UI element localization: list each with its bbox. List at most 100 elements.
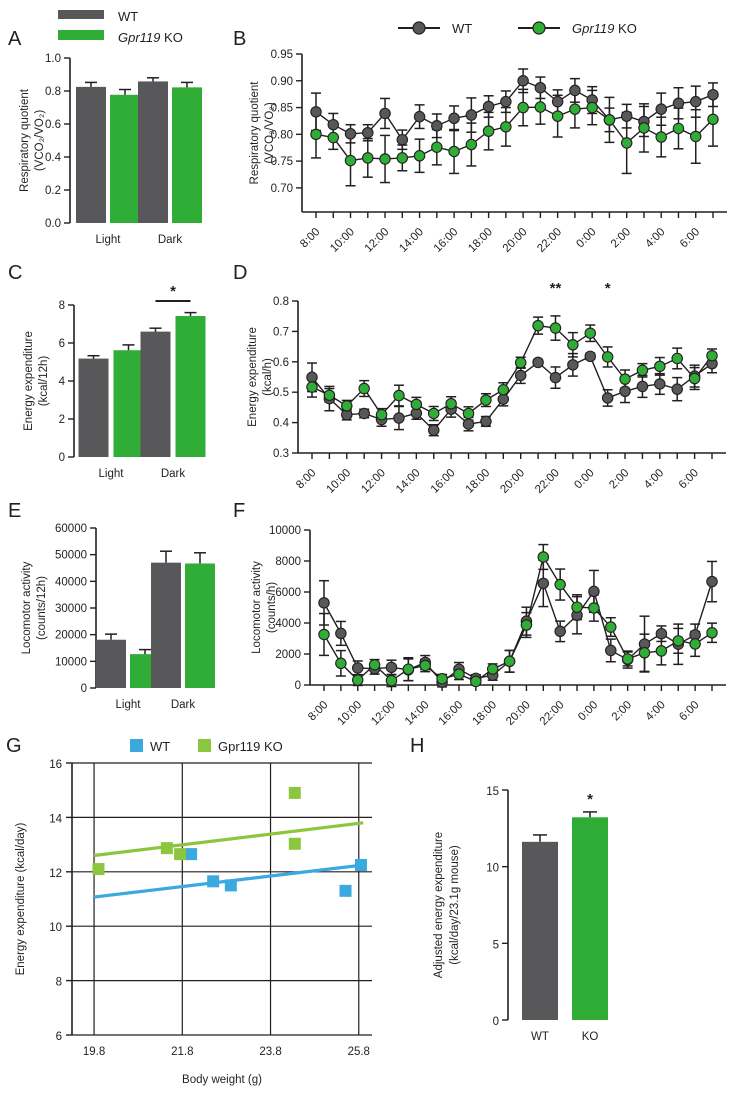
y-tick-label: 6: [56, 1031, 62, 1043]
data-point-wt: [500, 95, 512, 108]
x-tick-label: 8:00: [306, 699, 330, 723]
bar-dark-wt: [151, 562, 181, 688]
x-tick-label-group: 18:00: [466, 226, 495, 255]
data-point-wt: [569, 84, 581, 97]
data-point-wt: [517, 75, 529, 87]
data-point-wt: [605, 644, 617, 657]
y-tick-label: 10: [49, 922, 62, 934]
panel-e-chart: 0 10000 20000 30000 40000 50000 60000 Locomotor…: [21, 523, 215, 711]
x-tick-label-group: 8:00: [306, 699, 330, 723]
data-point-ko: [672, 122, 685, 135]
data-point-ko: [569, 103, 581, 115]
y-tick-label: 6: [59, 338, 65, 350]
x-tick-label: 22:00: [535, 226, 564, 255]
x-tick-label-group: 6:00: [677, 699, 701, 723]
data-point-ko: [671, 352, 683, 365]
data-point-ko: [419, 659, 431, 672]
data-point-ko: [706, 627, 718, 639]
data-point-ko: [551, 110, 564, 122]
x-tick-label-group: 0:00: [572, 467, 596, 491]
y-tick-label: 6000: [275, 587, 301, 599]
y-tick-label: 14: [49, 813, 62, 825]
x-tick-label-group: 10:00: [324, 467, 353, 496]
panel-letter-c: C: [8, 262, 23, 284]
category-label-dark: Dark: [158, 234, 183, 246]
y-tick-label: 40000: [55, 576, 87, 588]
category-label-light: Light: [99, 468, 125, 480]
x-tick-label-group: 6:00: [678, 226, 702, 250]
y-tick-label: 8000: [275, 556, 301, 568]
x-tick-label: 0:00: [574, 226, 598, 250]
y-tick-label: 0.6: [273, 357, 289, 369]
scatter-point-ko: [288, 837, 301, 850]
data-point-wt: [588, 585, 600, 598]
data-point-wt: [601, 392, 614, 404]
data-point-ko: [402, 663, 415, 675]
x-tick-label: 6:00: [677, 699, 701, 723]
data-point-ko: [453, 668, 465, 680]
legend-label-wt: WT: [150, 739, 170, 754]
y-tick-label: 0.5: [273, 387, 289, 399]
x-tick-label: 6:00: [677, 467, 701, 491]
data-point-ko: [486, 663, 499, 675]
x-tick-label-group: 12:00: [369, 699, 398, 728]
data-point-ko: [368, 659, 381, 671]
y-tick-label: 10000: [269, 525, 301, 537]
legend-label-wt: WT: [118, 9, 138, 24]
series-line-ko: [323, 555, 713, 683]
y-tick-label: 0: [81, 683, 87, 695]
y-tick-label: 10: [486, 863, 499, 875]
category-label-wt: WT: [531, 1031, 549, 1043]
data-point-wt: [549, 371, 562, 384]
data-point-wt: [551, 95, 564, 108]
data-point-wt: [379, 107, 391, 120]
y-tick-label: 8: [59, 300, 65, 312]
x-tick-label-group: 2:00: [610, 699, 634, 723]
x-tick-label: 2:00: [607, 467, 631, 491]
data-point-ko: [318, 628, 330, 641]
y-tick-label: 0.70: [271, 183, 293, 195]
x-tick-label-group: 2:00: [609, 226, 633, 250]
y-tick-label: 50000: [55, 550, 87, 562]
significance-marker: *: [170, 283, 176, 300]
y-tick-label: 2000: [275, 649, 301, 661]
data-point-ko: [445, 398, 457, 410]
x-tick-label: 10:00: [328, 226, 357, 255]
x-tick-label: 4:00: [642, 467, 666, 491]
data-point-wt: [448, 112, 460, 125]
x-tick-label-group: 8:00: [294, 467, 318, 491]
data-point-ko: [654, 360, 666, 373]
panel-g-chart: WT Gpr119 KO 6 8 10 12 14 16 19.8 21.8 23.8 25.8 Ene…: [15, 739, 372, 1086]
panel-letter-f: F: [233, 500, 246, 522]
data-point-wt: [335, 627, 347, 640]
x-tick-label: 14:00: [397, 226, 426, 255]
significance-marker: *: [587, 791, 593, 808]
data-point-wt: [567, 359, 579, 371]
x-tick-label-group: 2:00: [607, 467, 631, 491]
data-point-ko: [621, 653, 634, 665]
x-tick-label-group: 12:00: [359, 467, 388, 496]
y-axis-label-line1: Energy expenditure: [23, 331, 35, 431]
data-point-ko: [672, 635, 685, 647]
data-point-ko: [520, 619, 533, 631]
data-point-ko: [586, 101, 598, 114]
data-point-ko: [537, 551, 550, 563]
legend-ko-rest: KO: [614, 21, 636, 36]
panel-b-chart: 0.70 0.75 0.80 0.85 0.90 0.95 Respiratory quot…: [249, 49, 727, 255]
data-point-wt: [480, 415, 492, 428]
bar-light-ko: [110, 94, 140, 223]
x-tick-label: 12:00: [369, 699, 398, 728]
legend-label-ko: Gpr119 KO: [572, 21, 637, 36]
y-tick-label: 0: [493, 1016, 499, 1028]
y-tick-label: 12: [49, 868, 62, 880]
significance-marker: *: [605, 280, 611, 297]
scatter-point-wt: [224, 879, 237, 892]
scatter-point-wt: [207, 875, 220, 888]
y-axis-label-group: Locomotor activity (counts/h): [251, 561, 278, 654]
legend-marker-ko: [532, 21, 546, 35]
data-point-ko: [393, 389, 405, 402]
data-point-wt: [654, 378, 666, 390]
x-tick-label: 18:00: [470, 699, 499, 728]
data-point-ko: [323, 389, 336, 401]
data-point-ko: [534, 101, 547, 113]
